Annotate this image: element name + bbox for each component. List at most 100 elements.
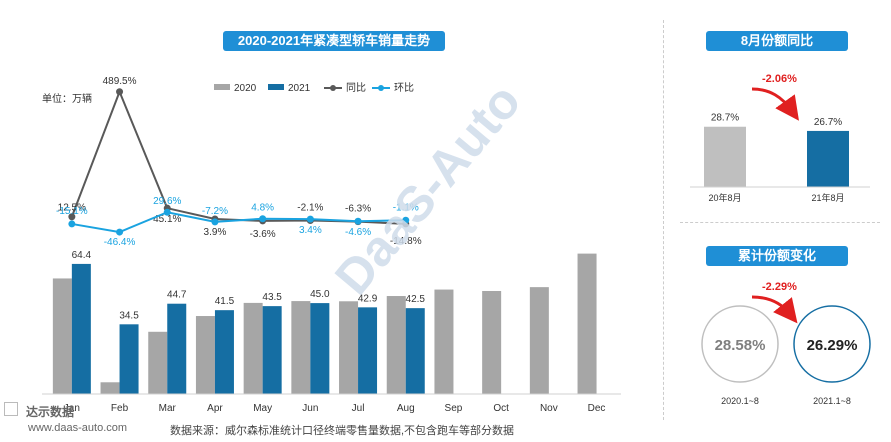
x-tick-jun: Jun xyxy=(302,403,318,414)
x-tick-jul: Jul xyxy=(352,403,365,414)
yoy-point-jan xyxy=(68,213,76,221)
bar-2020-feb xyxy=(100,382,120,394)
share-circle-period-1: 2021.1~8 xyxy=(813,396,851,406)
bar-2021-label-jul: 42.9 xyxy=(358,293,378,304)
share-bar-value-0: 28.7% xyxy=(711,113,739,124)
share-circle-value-1: 26.29% xyxy=(807,337,858,354)
bar-2021-label-apr: 41.5 xyxy=(215,296,235,307)
legend-2-label: 同比 xyxy=(346,82,366,94)
share-bar-1 xyxy=(807,130,849,187)
bar-2021-may xyxy=(262,306,282,394)
bar-2021-jul xyxy=(358,307,378,394)
cumulative-delta-label: -2.29% xyxy=(762,281,797,293)
bar-2021-jun xyxy=(310,303,330,394)
share-delta-label: -2.06% xyxy=(762,73,797,85)
main-chart-title: 2020-2021年紧凑型轿车销量走势 xyxy=(223,31,445,51)
mom-point-jun xyxy=(306,215,314,223)
mom-point-apr xyxy=(211,218,219,226)
bar-2020-dec xyxy=(577,253,597,394)
bar-2021-label-jan: 64.4 xyxy=(72,250,92,261)
x-tick-dec: Dec xyxy=(588,403,606,414)
x-tick-jan: Jan xyxy=(64,403,80,414)
legend-3-marker xyxy=(378,85,384,91)
mom-label-may: 4.8% xyxy=(251,203,274,214)
mom-label-mar: 29.6% xyxy=(153,196,181,207)
unit-label: 单位：万辆 xyxy=(42,92,92,105)
bar-2020-may xyxy=(243,302,263,394)
main-chart: 单位：万辆 2020 2021 同比 环比 64.4 34.5 44.7 41.5 43.5 4… xyxy=(42,76,621,414)
share-circle-value-0: 28.58% xyxy=(715,337,766,354)
mom-point-jul xyxy=(354,217,362,225)
series-2021: 64.4 34.5 44.7 41.5 43.5 45.0 42.9 42.5 xyxy=(71,250,426,394)
mom-label-jan: -15.1% xyxy=(56,206,88,217)
bar-2021-mar xyxy=(167,303,187,394)
x-tick-aug: Aug xyxy=(397,403,415,414)
mom-label-feb: -46.4% xyxy=(104,237,136,248)
legend-2-marker xyxy=(330,85,336,91)
share-circle-0 xyxy=(701,305,779,383)
cumulative-share-title: 累计份额变化 xyxy=(706,246,848,266)
mom-point-jan xyxy=(68,220,76,228)
logo-box xyxy=(4,402,18,416)
yoy-label-jun: -2.1% xyxy=(297,203,323,214)
share-circle-1 xyxy=(793,305,871,383)
yoy-label-jan: 12.5% xyxy=(58,203,86,214)
yoy-label-jul: -6.3% xyxy=(345,204,371,215)
bar-2021-apr xyxy=(214,310,234,394)
bar-2020-sep xyxy=(434,289,454,394)
series-2020 xyxy=(52,253,597,394)
x-tick-sep: Sep xyxy=(445,403,463,414)
brand-url: www.daas-auto.com xyxy=(28,422,128,434)
yoy-label-mar: 45.1% xyxy=(153,214,181,225)
bar-2021-label-feb: 34.5 xyxy=(119,310,139,321)
legend-3-label: 环比 xyxy=(394,82,414,94)
bar-2021-label-jun: 45.0 xyxy=(310,289,330,300)
data-source-note: 数据来源：威尔森标准统计口径终端零售量数据,不包含跑车等部分数据 xyxy=(170,425,515,437)
share-circle-period-0: 2020.1~8 xyxy=(721,396,759,406)
x-axis-labels: Jan Feb Mar Apr May Jun Jul Aug Sep Oct Nov Dec xyxy=(64,403,606,414)
share-circles: 28.58% 2020.1~8 26.29% 2021.1~8 xyxy=(701,305,871,406)
legend-0-label: 2020 xyxy=(234,83,257,94)
bar-2020-oct xyxy=(482,290,502,394)
legend-1-label: 2021 xyxy=(288,83,311,94)
cumulative-share-chart: -2.29% 28.58% 2020.1~8 26.29% 2021.1~8 xyxy=(701,281,871,406)
bar-2021-label-aug: 42.5 xyxy=(406,294,426,305)
brand-name: 达示数据 xyxy=(26,405,75,419)
bar-2021-feb xyxy=(119,324,139,394)
x-tick-apr: Apr xyxy=(207,403,223,414)
x-tick-oct: Oct xyxy=(493,403,509,414)
mom-label-jul: -4.6% xyxy=(345,227,371,238)
bar-2021-aug xyxy=(405,308,425,394)
share-bar-category-0: 20年8月 xyxy=(708,192,741,203)
rate-lines: 12.5% 489.5% 45.1% 3.9% -3.6% -2.1% -6.3% -14.8… xyxy=(56,76,422,248)
right-panel-divider xyxy=(680,222,880,223)
mom-point-mar xyxy=(163,208,171,216)
chart-legend: 2020 2021 同比 环比 xyxy=(214,82,414,94)
yoy-point-feb xyxy=(116,88,124,96)
legend-0-swatch xyxy=(214,84,230,90)
share-bar-0 xyxy=(704,126,746,187)
mom-point-aug xyxy=(402,216,410,224)
bar-2020-nov xyxy=(529,287,549,394)
share-bar-value-1: 26.7% xyxy=(814,117,842,128)
mom-point-feb xyxy=(116,228,124,236)
bar-2020-jan xyxy=(52,278,72,394)
yoy-label-feb: 489.5% xyxy=(103,76,137,87)
x-tick-mar: Mar xyxy=(159,403,177,414)
bar-2020-jun xyxy=(291,301,311,394)
bar-2020-aug xyxy=(386,296,406,394)
yoy-label-apr: 3.9% xyxy=(204,227,227,238)
x-tick-feb: Feb xyxy=(111,403,129,414)
bar-2020-jul xyxy=(339,301,359,394)
x-tick-may: May xyxy=(253,403,272,414)
mom-label-apr: -7.2% xyxy=(202,206,228,217)
bar-2021-jan xyxy=(71,263,91,394)
share-yoy-title: 8月份额同比 xyxy=(706,31,848,51)
bar-2021-label-may: 43.5 xyxy=(262,292,282,303)
yoy-label-may: -3.6% xyxy=(250,229,276,240)
legend-1-swatch xyxy=(268,84,284,90)
bar-2021-label-mar: 44.7 xyxy=(167,290,187,301)
share-bars: 28.7% 20年8月 26.7% 21年8月 xyxy=(704,113,849,203)
mom-label-jun: 3.4% xyxy=(299,225,322,236)
yoy-label-aug: -14.8% xyxy=(390,236,422,247)
